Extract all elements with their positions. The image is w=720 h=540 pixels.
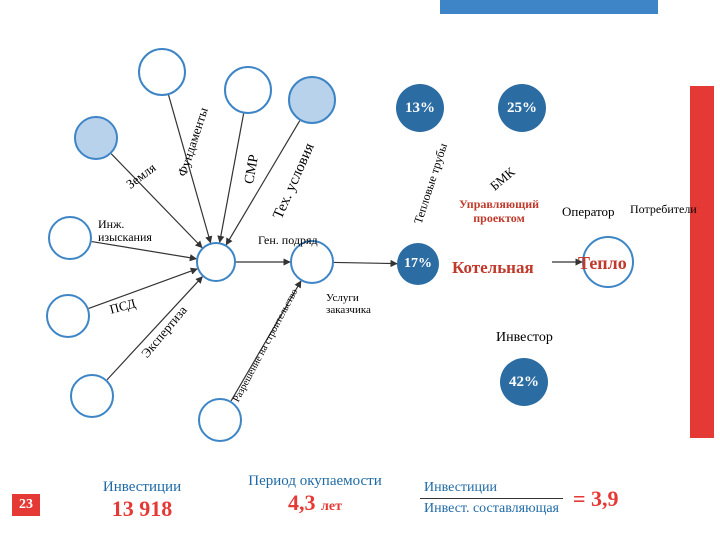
page-number: 23 (12, 494, 40, 516)
project-manager-label: Управляющий проектом (444, 198, 554, 226)
metric-payback-unit: лет (321, 499, 342, 514)
node-label-exp: Экспертиза (138, 303, 191, 362)
consumers-label: Потребители (630, 202, 697, 217)
node-label-razr: Разрешение на строительство (231, 287, 300, 404)
metric-payback-value: 4,3 лет (240, 490, 390, 516)
node-zemlya (74, 116, 118, 160)
right-accent-bar (690, 86, 714, 438)
metric-investment-label: Инвестиции (72, 478, 212, 496)
ratio-result: = 3,9 (573, 486, 619, 512)
operator-label: Оператор (562, 204, 615, 220)
ratio-fraction: Инвестиции Инвест. составляющая (420, 480, 563, 517)
services-label: Услуги заказчика (326, 292, 406, 316)
pct-42-text: 42% (509, 374, 539, 391)
node-exp (70, 374, 114, 418)
pct-17-text: 17% (404, 256, 432, 272)
metric-investment: Инвестиции 13 918 (72, 478, 212, 522)
metric-payback-num: 4,3 (288, 490, 316, 515)
pct-13-text: 13% (405, 100, 435, 117)
teplo-label: Тепло (578, 253, 627, 274)
node-fund (138, 48, 186, 96)
kotelnaya-label: Котельная (452, 258, 534, 278)
node-psd (46, 294, 90, 338)
pct-17-badge: 17% (397, 243, 439, 285)
bmk-label: БМК (487, 164, 519, 194)
top-accent-bar (440, 0, 658, 14)
node-label-inzh: Инж. изыскания (98, 218, 168, 243)
ratio-bottom: Инвест. составляющая (420, 499, 563, 517)
pct-25-badge: 25% (498, 84, 546, 132)
diagram-stage: Земля Фундаменты СМР Тех. условия Инж. изыск… (0, 0, 720, 540)
node-label-zemlya: Земля (123, 160, 159, 193)
metric-ratio: Инвестиции Инвест. составляющая = 3,9 (420, 480, 619, 517)
ratio-top: Инвестиции (420, 480, 563, 499)
node-tech (288, 76, 336, 124)
hub-node (196, 242, 236, 282)
node-label-fund: Фундаменты (174, 106, 211, 179)
node-label-tech: Тех. условия (270, 141, 319, 222)
node-razr (198, 398, 242, 442)
metric-investment-value: 13 918 (72, 496, 212, 522)
node-label-psd: ПСД (108, 295, 138, 317)
metric-payback-label: Период окупаемости (240, 472, 390, 490)
gen-podryad-label: Ген. подряд (258, 234, 318, 247)
node-label-smr: СМР (242, 153, 263, 185)
node-inzh (48, 216, 92, 260)
investor-label: Инвестор (496, 330, 553, 346)
pct-42-badge: 42% (500, 358, 548, 406)
metric-payback: Период окупаемости 4,3 лет (240, 472, 390, 516)
pct-13-badge: 13% (396, 84, 444, 132)
node-smr (224, 66, 272, 114)
pct-25-text: 25% (507, 100, 537, 117)
